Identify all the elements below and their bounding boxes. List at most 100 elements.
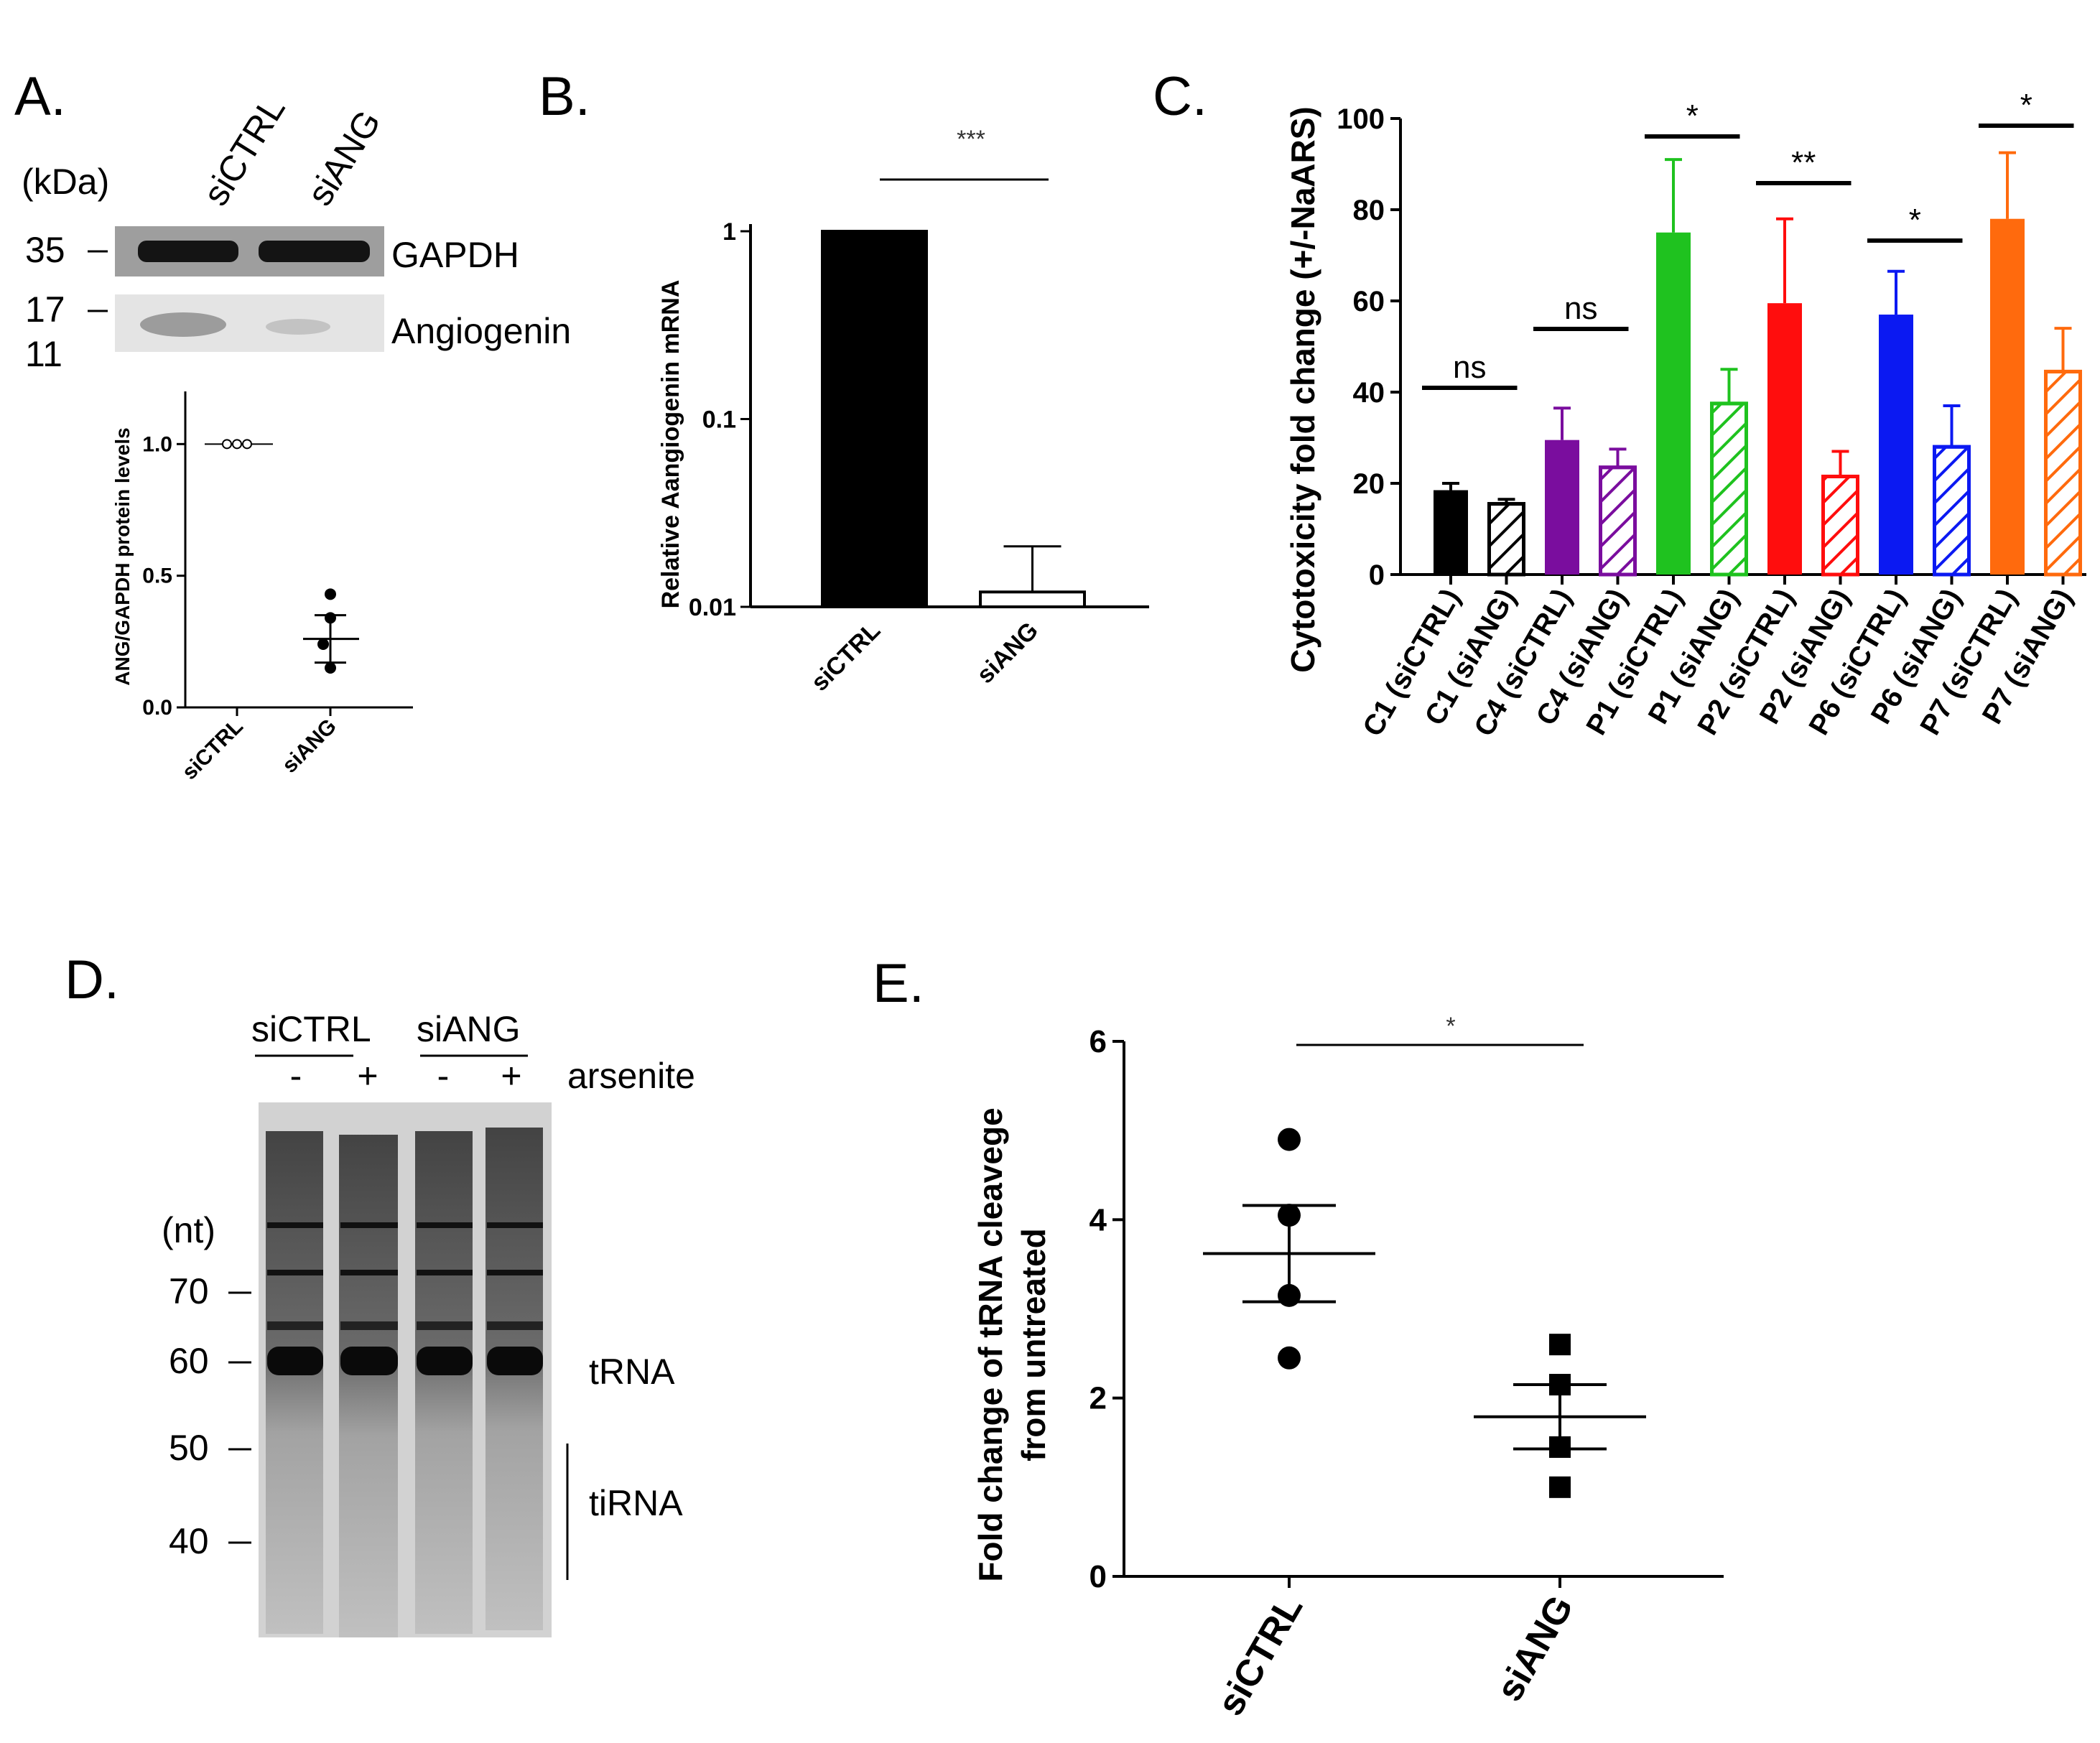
gel-lane-1 — [266, 1131, 323, 1634]
panel-b: B. 0.01 0.1 1 siCTRL siANG *** Relative Aan… — [539, 66, 1149, 697]
gel-sign-lane-4: + — [501, 1056, 521, 1096]
chart-b-x-ticks: siCTRL siANG — [806, 617, 1044, 697]
chart-b-x-tick-label: siANG — [972, 617, 1044, 689]
gel-sign-lane-3: - — [437, 1056, 450, 1096]
panel-d-label: D. — [65, 949, 119, 1010]
chart-c-y-tick-label: 100 — [1337, 103, 1385, 135]
blot-band-label-gapdh: GAPDH — [391, 235, 519, 275]
chart-e-marks — [1203, 1128, 1646, 1498]
blot-band-label-angiogenin: Angiogenin — [391, 311, 571, 351]
gel-group-label-sictrl: siCTRL — [251, 1009, 371, 1049]
gel-lane-4 — [485, 1128, 543, 1630]
chart-c-bar-hatched — [1710, 401, 1748, 577]
gel-lane-3 — [415, 1131, 473, 1634]
chart-b-y-axis-label: Relative Aangiogenin mRNA — [657, 280, 684, 609]
chart-c-bar — [1767, 303, 1802, 575]
chart-c-bar-hatched — [1933, 445, 1971, 577]
chart-e-significance-label: * — [1446, 1013, 1455, 1040]
gel-nt-label: (nt) — [162, 1210, 215, 1250]
chart-c-y-axis-label: Cytotoxicity fold change (+/-NaARS) — [1284, 106, 1321, 672]
blot-band-angiogenin-siang — [266, 319, 330, 335]
chart-e-point-sictrl — [1278, 1128, 1301, 1151]
gel-bands — [267, 1222, 543, 1375]
chart-e-y-tick-label: 0 — [1090, 1559, 1107, 1594]
chart-e-y-tick-label: 6 — [1090, 1024, 1107, 1059]
chart-a-point-sictrl — [242, 439, 252, 450]
chart-c-bar-hatched — [1599, 465, 1637, 577]
chart-c-bar-hatched — [1487, 502, 1525, 577]
chart-a-scatter: 0.0 0.5 1.0 siCTRL siANG ANG/GAPDH protein … — [111, 391, 413, 784]
panel-c: C. 0 20 40 60 80 100 C1 (siCTRL)C1 (siANG)C4 … — [1153, 66, 2086, 742]
chart-c-bar — [1434, 490, 1468, 575]
chart-e-point-siang — [1549, 1436, 1571, 1458]
chart-e-point-siang — [1549, 1476, 1571, 1498]
chart-e-point-sictrl — [1278, 1204, 1301, 1227]
chart-e-point-siang — [1549, 1374, 1571, 1396]
chart-b-bar-sictrl — [821, 230, 928, 608]
chart-c-y-ticks: 0 20 40 60 80 100 — [1337, 103, 1400, 591]
chart-c-significance-label: ** — [1791, 145, 1816, 180]
chart-a-x-tick-label: siANG — [278, 715, 341, 778]
chart-c-marks — [1434, 151, 2082, 577]
chart-e-y-tick-label: 2 — [1090, 1381, 1107, 1416]
gel-sign-lane-2: + — [357, 1056, 378, 1096]
chart-a-y-tick-label: 0.0 — [142, 696, 172, 720]
gel-marker-40: 40 — [169, 1521, 209, 1561]
chart-c-bar — [1879, 315, 1913, 575]
chart-e-y-axis-label-line-2: from untreated — [1015, 1228, 1052, 1461]
chart-b-bar-siang — [979, 590, 1086, 609]
chart-c-y-tick-label: 40 — [1353, 377, 1385, 409]
chart-e-y-ticks: 0 2 4 6 — [1090, 1024, 1124, 1594]
chart-c-y-tick-label: 60 — [1353, 286, 1385, 317]
blot-band-gapdh-sictrl — [138, 241, 238, 262]
chart-c-bar: 0 20 40 60 80 100 C1 (siCTRL)C1 (siANG)C4 (si… — [1284, 88, 2086, 742]
chart-e-point-sictrl — [1278, 1283, 1301, 1307]
chart-c-significance-label: * — [1909, 203, 1921, 238]
chart-a-point-siang — [325, 662, 336, 674]
chart-a-x-tick-label: siCTRL — [177, 715, 248, 785]
chart-a-point-siang — [317, 638, 329, 650]
gel-treatment-label: arsenite — [567, 1056, 695, 1096]
chart-e-point-sictrl — [1278, 1346, 1301, 1370]
chart-c-significance-label: ns — [1453, 350, 1486, 385]
chart-e-point-siang — [1549, 1334, 1571, 1356]
chart-b-x-tick-label: siCTRL — [806, 617, 886, 697]
chart-a-y-axis-label: ANG/GAPDH protein levels — [111, 427, 134, 685]
chart-a-y-ticks: 0.0 0.5 1.0 — [142, 432, 185, 720]
chart-c-x-ticks: C1 (siCTRL)C1 (siANG)C4 (siCTRL)C4 (siAN… — [1357, 575, 2078, 742]
panel-d: D. siCTRL siANG - + - + arsenite (nt) 70… — [65, 949, 695, 1637]
gel-marker-50: 50 — [169, 1428, 209, 1468]
panel-c-label: C. — [1153, 66, 1207, 127]
gel-lane-2 — [339, 1135, 398, 1637]
gel-marker-60: 60 — [169, 1341, 209, 1381]
chart-c-bar — [1990, 218, 2025, 575]
chart-c-significance-label: ns — [1564, 291, 1597, 326]
chart-e-scatter: 0 2 4 6 siCTRL siANG * Fold change of tRNA c… — [972, 1013, 1724, 1723]
chart-a-point-siang — [325, 588, 336, 600]
blot-band-angiogenin-sictrl — [140, 312, 226, 337]
panel-a: A. (kDa) siCTRL siANG 35 17 11 GAPDH Ang… — [14, 66, 571, 784]
chart-b-significance-label: *** — [957, 126, 985, 153]
blot-marker-11: 11 — [25, 334, 62, 374]
chart-c-y-tick-label: 80 — [1353, 195, 1385, 226]
gel-group-label-siang: siANG — [417, 1009, 520, 1049]
chart-a-marks — [205, 439, 359, 674]
chart-c-bar — [1545, 440, 1579, 575]
chart-a-y-tick-label: 1.0 — [142, 432, 172, 456]
chart-b-y-tick-label: 0.01 — [689, 594, 736, 621]
chart-e-y-axis-label-line-1: Fold change of tRNA cleavege — [972, 1107, 1009, 1581]
blot-band-gapdh-siang — [259, 241, 370, 262]
chart-b-y-tick-label: 1 — [723, 218, 736, 246]
chart-c-significance-label: * — [2020, 88, 2032, 123]
blot-lane-label-sictrl: siCTRL — [195, 90, 293, 213]
panel-e: E. 0 2 4 6 siCTRL siANG * Fold change of tRN… — [873, 953, 1724, 1723]
chart-c-bar-hatched — [2044, 369, 2082, 577]
panel-e-label: E. — [873, 953, 924, 1014]
chart-a-point-sictrl — [222, 439, 232, 450]
chart-e-x-tick-label: siCTRL — [1209, 1589, 1311, 1723]
chart-b-y-tick-label: 0.1 — [702, 406, 736, 434]
gel-sign-lane-1: - — [290, 1056, 302, 1096]
gel-marker-70: 70 — [169, 1271, 209, 1311]
blot-marker-17: 17 — [25, 289, 65, 330]
